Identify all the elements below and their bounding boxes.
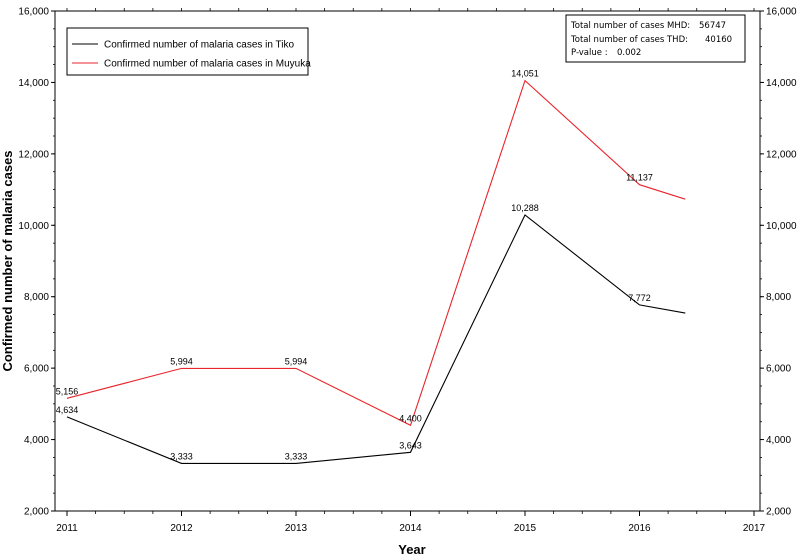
y-tick-label-right: 10,000 [766, 221, 797, 232]
data-label-muyuka: 5,156 [56, 386, 79, 396]
data-label-muyuka: 5,994 [285, 356, 308, 366]
stats-mhd-label: Total number of cases MHD: [570, 21, 690, 31]
x-tick-label: 2012 [170, 523, 193, 534]
data-label-muyuka: 11,137 [626, 173, 653, 183]
stats-thd-value: 40160 [705, 35, 732, 45]
y-tick-label-right: 12,000 [766, 149, 797, 160]
x-tick-label: 2016 [628, 523, 651, 534]
data-labels: 4,634 3,333 3,333 3,643 10,288 7,772 5,156 5,99… [56, 69, 653, 462]
data-label-tiko: 3,333 [170, 451, 193, 461]
y-tick-label-right: 6,000 [766, 364, 791, 375]
y-tick-label-left: 2,000 [24, 507, 49, 518]
data-label-tiko: 10,288 [511, 203, 539, 213]
y-axis-title: Confirmed number of malaria cases [0, 150, 15, 371]
x-tick-label: 2015 [514, 523, 537, 534]
y-tick-label-left: 12,000 [18, 149, 49, 160]
x-tick-label: 2013 [285, 523, 308, 534]
data-label-tiko: 4,634 [56, 405, 79, 415]
y-tick-label-left: 10,000 [18, 221, 49, 232]
stats-pvalue-label: P-value : [571, 48, 608, 58]
data-label-muyuka: 14,051 [511, 69, 539, 79]
y-tick-label-left: 16,000 [18, 7, 49, 18]
legend-label-muyuka: Confirmed number of malaria cases in Muy… [104, 59, 311, 70]
y-tick-label-left: 4,000 [24, 435, 49, 446]
y-tick-label-right: 8,000 [766, 292, 791, 303]
y-tick-label-right: 2,000 [766, 507, 791, 518]
plot-frame [54, 10, 761, 512]
data-label-tiko: 3,643 [399, 440, 422, 450]
y-tick-label-right: 14,000 [766, 78, 797, 89]
y-tick-label-left: 14,000 [18, 78, 49, 89]
data-label-tiko: 7,772 [628, 293, 651, 303]
x-tick-label: 2014 [399, 523, 422, 534]
legend-label-tiko: Confirmed number of malaria cases in Tik… [104, 40, 295, 51]
x-tick-label: 2017 [743, 523, 766, 534]
legend: Confirmed number of malaria cases in Tik… [66, 27, 311, 76]
y-tick-label-left: 6,000 [24, 364, 49, 375]
stats-mhd-value: 56747 [699, 21, 726, 31]
y-tick-label-right: 16,000 [766, 7, 797, 18]
data-label-muyuka: 4,400 [399, 413, 422, 423]
stats-thd-label: Total number of cases THD: [570, 35, 688, 45]
legend-box [66, 27, 309, 76]
stats-box: Total number of cases MHD: 56747 Total n… [565, 14, 746, 63]
stats-pvalue-value: 0.002 [617, 48, 641, 58]
data-label-tiko: 3,333 [285, 451, 308, 461]
x-tick-label: 2011 [56, 523, 78, 534]
x-axis-title: Year [398, 542, 425, 557]
y-tick-label-left: 8,000 [24, 292, 49, 303]
series-layer [66, 79, 686, 464]
y-tick-label-right: 4,000 [766, 435, 791, 446]
data-label-muyuka: 5,994 [170, 356, 193, 366]
series-line-tiko [66, 214, 686, 464]
series-line-muyuka [66, 79, 686, 427]
stats-box-frame [565, 14, 746, 63]
